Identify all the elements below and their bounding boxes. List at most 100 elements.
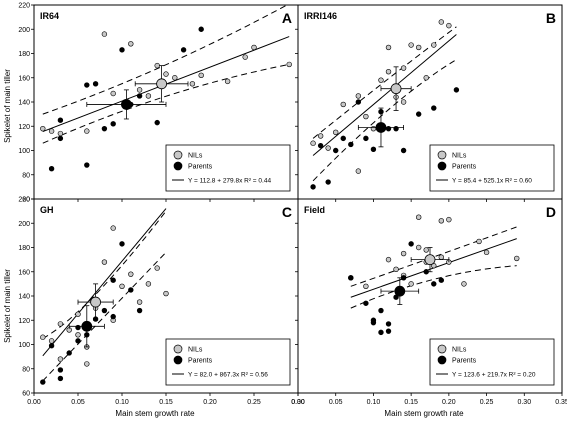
panel-b: IRRI146 B NILs Parents Y = 85.4 + 525.1x R² …	[295, 4, 563, 202]
parent-point	[110, 313, 116, 320]
nil-point	[128, 41, 134, 47]
parent-point	[180, 47, 187, 53]
y-tick-label: 220	[18, 197, 30, 204]
nil-point	[363, 283, 369, 289]
y-axis-title-top: Spikelet of main tiller	[3, 69, 12, 143]
parent-point	[348, 141, 354, 148]
x-tick-label: 0.15	[159, 399, 173, 406]
parent-point	[84, 162, 90, 168]
panel-letter: B	[546, 10, 556, 26]
parent-point	[110, 121, 116, 127]
x-tick-label: 0.35	[555, 399, 567, 406]
nil-point	[154, 62, 160, 69]
nil-point	[242, 54, 248, 60]
nil-point	[136, 299, 143, 305]
regression-line	[42, 208, 167, 357]
parent-point	[393, 125, 399, 132]
nil-point	[310, 140, 316, 146]
parent-point	[363, 135, 369, 142]
nil-point	[514, 255, 520, 262]
parent-point	[119, 47, 125, 53]
panel-title: IR64	[40, 11, 59, 21]
nil-point	[57, 130, 64, 137]
parent-point	[57, 375, 64, 382]
legend: NILs Parents Y = 123.6 + 219.7x R² = 0.20	[429, 338, 555, 386]
nil-point	[317, 133, 324, 139]
nil-point	[370, 125, 377, 132]
x-tick-label: 0.25	[480, 399, 494, 406]
parent-point	[92, 81, 99, 87]
nil-point	[400, 65, 407, 71]
parent-point	[110, 277, 116, 283]
parent-point	[431, 105, 437, 111]
legend-nil-marker	[173, 150, 183, 160]
nil-point	[423, 247, 429, 253]
nil-point	[40, 125, 46, 132]
regression-line	[312, 34, 457, 156]
nil-point	[110, 225, 116, 231]
nil-point	[438, 218, 445, 224]
parent-point	[438, 277, 445, 283]
plot-area	[40, 5, 292, 172]
legend-nils-label: NILs	[188, 347, 203, 354]
nil-point	[224, 78, 231, 85]
panel-title: Field	[304, 205, 325, 215]
panel-title: GH	[40, 205, 54, 215]
nil-point	[363, 113, 369, 120]
nil-point	[400, 250, 407, 257]
nil-point	[378, 77, 384, 83]
parent-point	[385, 328, 392, 334]
parent-point	[40, 379, 46, 385]
ci-upper-line	[350, 226, 517, 287]
nil-point	[385, 256, 392, 263]
legend-parents-label: Parents	[452, 164, 477, 171]
parent-point	[400, 147, 407, 154]
x-tick-label: 0.05	[71, 399, 85, 406]
x-axis-title-right: Main stem growth rate	[384, 409, 464, 418]
parent-point	[66, 350, 72, 356]
nil-point	[163, 290, 169, 297]
nil-point	[408, 42, 414, 48]
x-tick-label: 0.20	[203, 399, 217, 406]
nil-point	[136, 87, 143, 93]
parent-point	[408, 241, 414, 247]
nil-point	[355, 168, 362, 174]
panel-c: 0.00 0.05 0.10 0.15 0.20 0.25 0.30 220 200 180 160…	[18, 197, 305, 407]
y-tick-label: 160	[18, 75, 30, 82]
nil-point	[145, 281, 152, 287]
nil-point	[415, 44, 422, 51]
parent-point	[57, 367, 64, 373]
parent-mean-point	[81, 320, 93, 332]
legend-nil-marker	[437, 344, 447, 354]
legend-nil-marker	[437, 150, 447, 160]
panel-a: 220 200 180 160 140 120 100 80 60 IR64 A NILs Parent…	[18, 3, 299, 204]
parent-point	[75, 338, 81, 344]
parent-point	[154, 119, 160, 126]
legend-parent-marker	[437, 161, 447, 171]
parent-point	[431, 281, 437, 287]
nil-point	[408, 281, 414, 287]
y-tick-label: 100	[18, 342, 30, 349]
parent-point	[57, 117, 64, 123]
nil-point	[333, 129, 339, 136]
legend-parent-marker	[173, 355, 183, 365]
nil-mean-point	[90, 296, 101, 308]
nil-point	[483, 249, 490, 256]
parent-point	[340, 135, 346, 142]
x-tick-label: 0.10	[367, 399, 381, 406]
y-tick-label: 160	[18, 269, 30, 276]
ci-lower-line	[312, 59, 457, 182]
parent-mean-point	[121, 99, 132, 110]
legend-equation: Y = 82.0 + 867.3x R² = 0.56	[188, 372, 268, 379]
y-tick-label: 60	[22, 197, 30, 204]
x-tick-label: 0.10	[115, 399, 129, 406]
parent-point	[48, 343, 55, 349]
parent-point	[363, 300, 369, 306]
nil-point	[145, 93, 152, 99]
parent-point	[75, 324, 81, 331]
legend-equation: Y = 112.8 + 279.8x R² = 0.44	[188, 178, 271, 185]
nil-point	[57, 356, 64, 362]
parent-point	[385, 125, 392, 132]
nil-point	[198, 72, 204, 79]
